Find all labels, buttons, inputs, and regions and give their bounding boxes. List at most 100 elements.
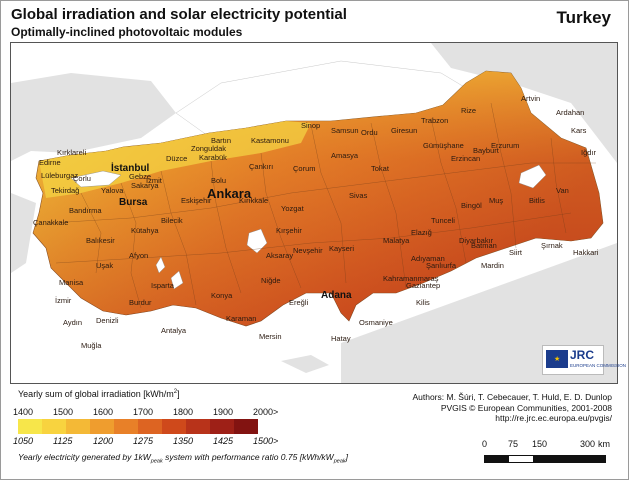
city-label: Aydın bbox=[63, 318, 82, 327]
city-label: Bingöl bbox=[461, 201, 482, 210]
city-label: Siirt bbox=[509, 248, 523, 257]
irradiation-tick: 1900 bbox=[213, 407, 234, 417]
legend-swatch bbox=[18, 419, 42, 434]
legend-swatch bbox=[66, 419, 90, 434]
city-label: Trabzon bbox=[421, 116, 448, 125]
electricity-tick: 1350 bbox=[173, 436, 194, 446]
sea-of-marmara bbox=[70, 170, 122, 188]
jrc-logo: ★ JRC EUROPEAN COMMISSION bbox=[542, 345, 626, 375]
city-label: Bitlis bbox=[529, 196, 545, 205]
electricity-tick: 1125 bbox=[53, 436, 73, 446]
city-label-major: Adana bbox=[321, 290, 352, 301]
map-panel: Ankara İstanbul Bursa Adana Edirne Kırklareli… bbox=[10, 42, 618, 384]
city-label-major: İstanbul bbox=[111, 161, 150, 174]
city-label: Şırnak bbox=[541, 241, 563, 250]
city-label: Uşak bbox=[96, 261, 113, 270]
city-label: Tekirdağ bbox=[51, 186, 79, 195]
city-label: Ereğli bbox=[289, 298, 309, 307]
city-label: Çanakkale bbox=[33, 218, 68, 227]
city-label: Sinop bbox=[301, 121, 320, 130]
city-label: Adıyaman bbox=[411, 254, 445, 263]
city-label: Amasya bbox=[331, 151, 359, 160]
scale-label: 0 bbox=[482, 439, 488, 449]
city-label-major: Ankara bbox=[207, 186, 252, 201]
city-label: Elazığ bbox=[411, 228, 432, 237]
city-label: Eskişehir bbox=[181, 196, 212, 205]
city-label: Bilecik bbox=[161, 216, 183, 225]
city-label: Kırklareli bbox=[57, 148, 87, 157]
city-label: Kahramanmaraş bbox=[383, 274, 439, 283]
city-label: Ordu bbox=[361, 128, 378, 137]
scale-label: 75 bbox=[508, 439, 519, 449]
city-label: Mersin bbox=[259, 332, 282, 341]
solar-map: Ankara İstanbul Bursa Adana EdirneKırklareli… bbox=[11, 43, 617, 383]
city-label: İzmit bbox=[146, 176, 163, 185]
eu-star-icon: ★ bbox=[554, 356, 561, 363]
city-label: Malatya bbox=[383, 236, 410, 245]
irradiation-tick: 2000> bbox=[253, 407, 279, 417]
land-europe bbox=[11, 73, 176, 161]
scale-unit: km bbox=[598, 439, 610, 449]
country-name: Turkey bbox=[556, 8, 612, 27]
city-label: Gebze bbox=[129, 172, 151, 181]
jrc-logo-subtitle: EUROPEAN COMMISSION bbox=[570, 363, 627, 368]
eu-flag-icon: ★ bbox=[546, 350, 568, 368]
city-label: Sakarya bbox=[131, 181, 159, 190]
city-label: Giresun bbox=[391, 126, 417, 135]
lake-van bbox=[518, 164, 547, 189]
note-part-e: ] bbox=[345, 452, 349, 462]
city-label: Nevşehir bbox=[293, 246, 323, 255]
city-label: Artvin bbox=[521, 94, 540, 103]
city-label: Konya bbox=[211, 291, 233, 300]
legend-title: Yearly sum of global irradiation [kWh/m2… bbox=[18, 389, 180, 399]
city-label: Afyon bbox=[129, 251, 148, 260]
legend-swatch bbox=[234, 419, 258, 434]
electricity-tick: 1200 bbox=[93, 436, 114, 446]
land-greece bbox=[11, 193, 36, 273]
map-title: Global irradiation and solar electricity… bbox=[11, 6, 347, 23]
irradiation-tick: 1400 bbox=[13, 407, 34, 417]
city-label: Bayburt bbox=[473, 146, 500, 155]
city-label: Hakkari bbox=[573, 248, 599, 257]
scale-label: 150 bbox=[532, 439, 548, 449]
credits-url[interactable]: http://re.jrc.ec.europa.eu/pvgis/ bbox=[495, 413, 612, 423]
city-label: Denizli bbox=[96, 316, 119, 325]
city-label: Manisa bbox=[59, 278, 84, 287]
city-label: Antalya bbox=[161, 326, 187, 335]
city-label: İzmir bbox=[55, 296, 72, 305]
city-label: Bandırma bbox=[69, 206, 102, 215]
electricity-tick: 1425 bbox=[213, 436, 234, 446]
city-label: Muş bbox=[489, 196, 503, 205]
city-label: Çorlu bbox=[73, 174, 91, 183]
legend-title-end: ] bbox=[177, 389, 180, 399]
city-label: Kars bbox=[571, 126, 587, 135]
scale-bar: 0 75 150 300 km bbox=[482, 439, 622, 469]
legend-color-bar bbox=[18, 419, 258, 434]
electricity-tick: 1050 bbox=[13, 436, 34, 446]
city-label: Bolu bbox=[211, 176, 226, 185]
city-label: Kırşehir bbox=[276, 226, 302, 235]
legend-swatch bbox=[186, 419, 210, 434]
city-label: Kastamonu bbox=[251, 136, 289, 145]
city-label: Iğdır bbox=[581, 148, 597, 157]
city-label: Batman bbox=[471, 241, 497, 250]
lake-beysehir bbox=[170, 270, 184, 290]
city-label: Ardahan bbox=[556, 108, 584, 117]
city-label: Mardin bbox=[481, 261, 504, 270]
legend-swatch bbox=[114, 419, 138, 434]
irradiation-tick: 1700 bbox=[133, 407, 154, 417]
credits-authors: Authors: M. Šúri, T. Cebecauer, T. Huld,… bbox=[412, 392, 612, 402]
legend-title-text: Yearly sum of global irradiation [kWh/m bbox=[18, 389, 174, 399]
scale-labels: 0 75 150 300 km bbox=[482, 439, 622, 451]
city-label: Erzincan bbox=[451, 154, 480, 163]
city-label: Rize bbox=[461, 106, 476, 115]
scale-segment bbox=[533, 456, 605, 462]
note-part-b: peak bbox=[150, 458, 163, 465]
lake-egirdir bbox=[155, 256, 166, 274]
city-label: Kütahya bbox=[131, 226, 159, 235]
city-label: Samsun bbox=[331, 126, 359, 135]
scale-segment bbox=[509, 456, 533, 462]
credits-pvgis: PVGIS © European Communities, 2001-2008 bbox=[440, 402, 612, 413]
legend-swatch bbox=[210, 419, 234, 434]
city-label: Zonguldak bbox=[191, 144, 226, 153]
